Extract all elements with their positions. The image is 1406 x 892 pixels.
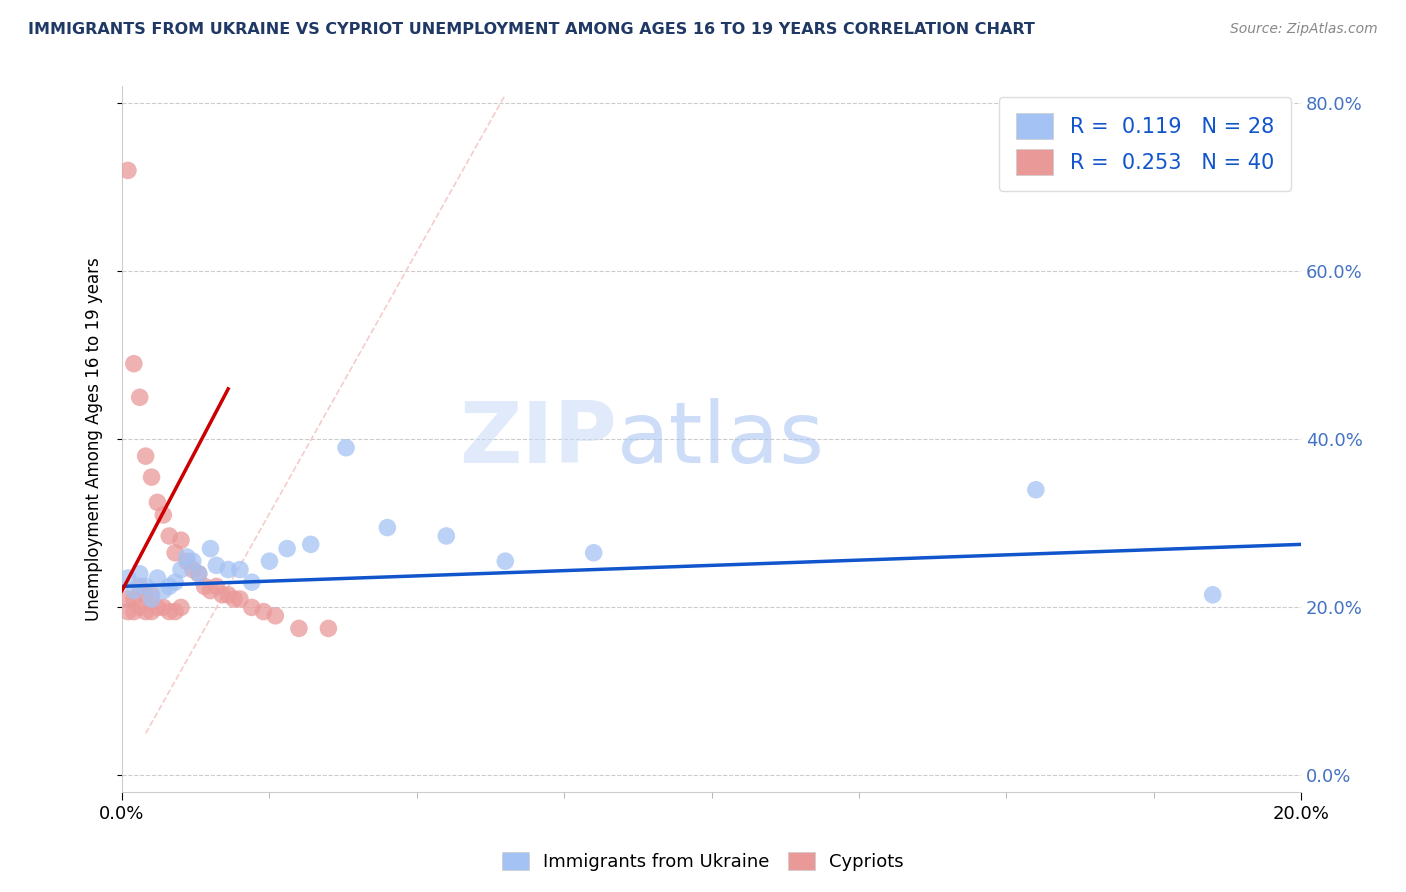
Point bbox=[128, 600, 150, 615]
Point bbox=[434, 529, 457, 543]
Point bbox=[128, 566, 150, 581]
Text: IMMIGRANTS FROM UKRAINE VS CYPRIOT UNEMPLOYMENT AMONG AGES 16 TO 19 YEARS CORREL: IMMIGRANTS FROM UKRAINE VS CYPRIOT UNEMP… bbox=[28, 22, 1035, 37]
Point bbox=[117, 605, 139, 619]
Legend: Immigrants from Ukraine, Cypriots: Immigrants from Ukraine, Cypriots bbox=[495, 845, 911, 879]
Text: Source: ZipAtlas.com: Source: ZipAtlas.com bbox=[1230, 22, 1378, 37]
Point bbox=[181, 554, 204, 568]
Point bbox=[205, 558, 228, 573]
Point bbox=[229, 592, 252, 607]
Point bbox=[122, 605, 145, 619]
Point bbox=[200, 541, 222, 556]
Point bbox=[165, 546, 187, 560]
Point bbox=[135, 579, 157, 593]
Point bbox=[494, 554, 516, 568]
Point bbox=[335, 441, 357, 455]
Point bbox=[165, 605, 187, 619]
Point bbox=[141, 588, 163, 602]
Point bbox=[146, 600, 169, 615]
Point bbox=[141, 605, 163, 619]
Legend: R =  0.119   N = 28, R =  0.253   N = 40: R = 0.119 N = 28, R = 0.253 N = 40 bbox=[1000, 96, 1291, 192]
Point bbox=[200, 583, 222, 598]
Point bbox=[181, 563, 204, 577]
Point bbox=[170, 600, 193, 615]
Point bbox=[165, 575, 187, 590]
Point bbox=[117, 163, 139, 178]
Point bbox=[229, 563, 252, 577]
Point bbox=[299, 537, 322, 551]
Point bbox=[152, 508, 174, 522]
Point bbox=[135, 605, 157, 619]
Point bbox=[157, 605, 180, 619]
Text: atlas: atlas bbox=[617, 398, 825, 481]
Point bbox=[187, 566, 209, 581]
Point bbox=[135, 449, 157, 463]
Point bbox=[240, 575, 263, 590]
Point bbox=[146, 495, 169, 509]
Point bbox=[375, 520, 398, 534]
Point bbox=[141, 592, 163, 607]
Point bbox=[135, 588, 157, 602]
Point bbox=[1202, 588, 1225, 602]
Point bbox=[276, 541, 298, 556]
Point bbox=[288, 621, 311, 635]
Point bbox=[122, 357, 145, 371]
Point bbox=[205, 579, 228, 593]
Point bbox=[152, 583, 174, 598]
Point bbox=[170, 533, 193, 548]
Point bbox=[157, 579, 180, 593]
Point bbox=[318, 621, 340, 635]
Point bbox=[222, 592, 245, 607]
Point bbox=[259, 554, 281, 568]
Text: ZIP: ZIP bbox=[460, 398, 617, 481]
Point bbox=[141, 470, 163, 484]
Point bbox=[152, 600, 174, 615]
Point bbox=[252, 605, 274, 619]
Point bbox=[122, 583, 145, 598]
Point bbox=[146, 571, 169, 585]
Point bbox=[117, 592, 139, 607]
Point bbox=[122, 592, 145, 607]
Point bbox=[128, 390, 150, 404]
Point bbox=[1025, 483, 1047, 497]
Point bbox=[176, 554, 198, 568]
Point bbox=[217, 588, 239, 602]
Point bbox=[582, 546, 605, 560]
Point bbox=[240, 600, 263, 615]
Point bbox=[117, 571, 139, 585]
Point bbox=[157, 529, 180, 543]
Point bbox=[217, 563, 239, 577]
Point bbox=[187, 566, 209, 581]
Point bbox=[176, 549, 198, 564]
Point bbox=[264, 608, 287, 623]
Point bbox=[211, 588, 233, 602]
Point bbox=[128, 579, 150, 593]
Y-axis label: Unemployment Among Ages 16 to 19 years: Unemployment Among Ages 16 to 19 years bbox=[86, 258, 103, 621]
Point bbox=[170, 563, 193, 577]
Point bbox=[194, 579, 217, 593]
